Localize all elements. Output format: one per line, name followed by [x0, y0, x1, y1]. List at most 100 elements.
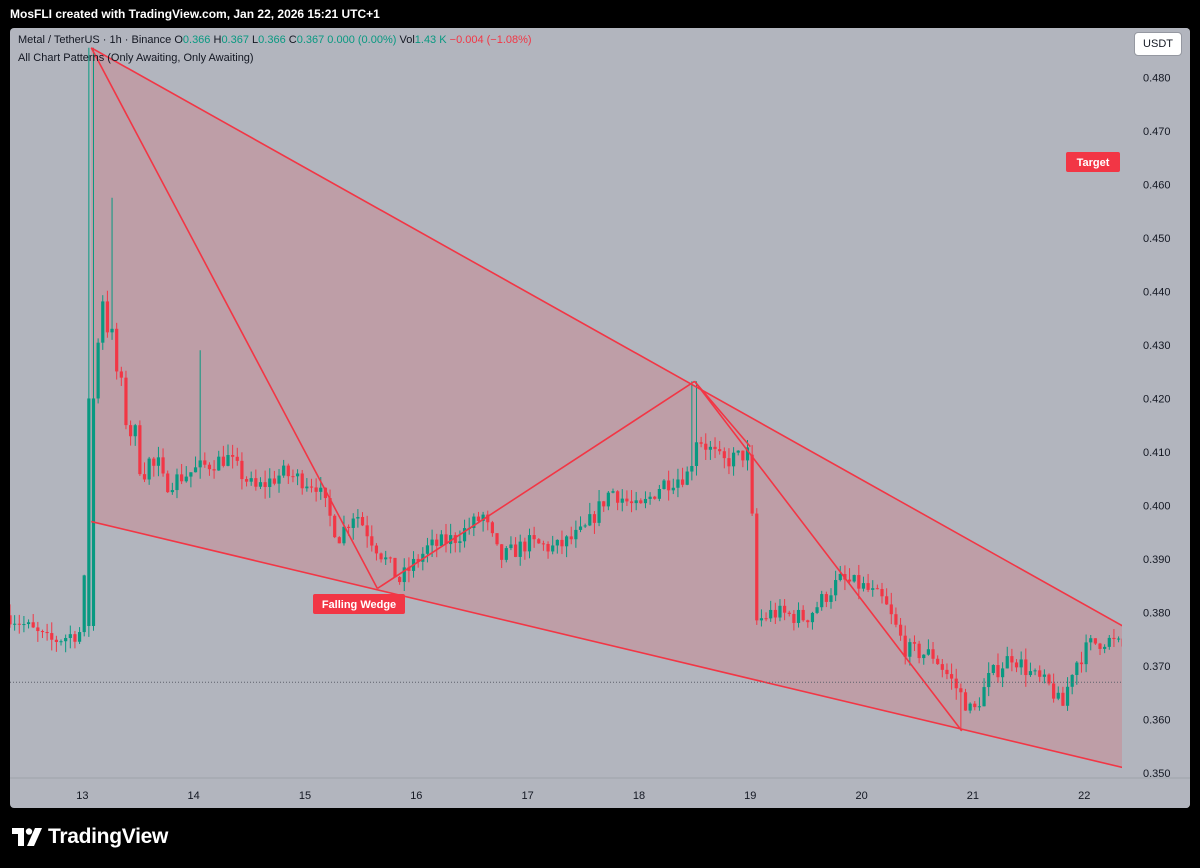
- candle-body: [481, 514, 485, 522]
- candle-body: [309, 486, 314, 488]
- candle-body: [764, 618, 768, 620]
- y-tick-label: 0.400: [1143, 501, 1171, 513]
- candle-body: [166, 473, 170, 493]
- candle-body: [583, 525, 587, 527]
- tradingview-logo[interactable]: TradingView: [12, 825, 168, 849]
- candle-body: [82, 575, 86, 633]
- candle-body: [115, 328, 119, 372]
- candle-body: [295, 473, 300, 477]
- candle-body: [1107, 637, 1111, 647]
- x-tick-label: 15: [299, 790, 311, 802]
- candle-body: [513, 544, 518, 557]
- candle-body: [124, 377, 128, 426]
- candle-body: [337, 537, 341, 544]
- candle-body: [217, 456, 221, 471]
- candle-body: [147, 458, 151, 480]
- candle-body: [277, 475, 281, 484]
- candle-body: [73, 634, 77, 642]
- candle-body: [193, 467, 198, 473]
- candle-body: [653, 496, 657, 499]
- candle-body: [1079, 662, 1084, 665]
- footer: TradingView: [0, 808, 1200, 868]
- candle-body: [857, 575, 861, 589]
- candle-body: [643, 498, 648, 504]
- volume-value: 1.43 K: [414, 34, 447, 46]
- candle-body: [996, 665, 1000, 678]
- candle-body: [555, 539, 559, 546]
- tradingview-logo-text: TradingView: [48, 825, 169, 848]
- candle-body: [133, 425, 137, 437]
- candle-body: [815, 607, 819, 613]
- symbol-label[interactable]: Metal / TetherUS · 1h · Binance: [18, 34, 172, 46]
- indicator-legend[interactable]: All Chart Patterns (Only Awaiting, Only …: [18, 52, 254, 64]
- candle-body: [727, 458, 731, 467]
- candle-body: [398, 577, 402, 583]
- candle-body: [13, 623, 17, 625]
- candle-body: [203, 460, 207, 465]
- y-tick-label: 0.440: [1143, 286, 1171, 298]
- candle-body: [625, 498, 629, 502]
- candle-body: [379, 553, 383, 560]
- candle-body: [486, 514, 490, 523]
- candle-body: [977, 706, 982, 708]
- candle-body: [602, 501, 606, 507]
- y-tick-label: 0.410: [1143, 447, 1171, 459]
- candle-body: [221, 456, 225, 466]
- candle-body: [156, 457, 161, 466]
- candle-body: [128, 425, 133, 437]
- candle-body: [425, 545, 430, 554]
- candle-body: [263, 482, 267, 488]
- wedge-fill: [91, 47, 1154, 775]
- candle-body: [249, 478, 253, 482]
- candle-body: [834, 580, 838, 596]
- pattern-name-label-bg: [313, 594, 405, 614]
- candle-body: [323, 487, 328, 499]
- candle-body: [574, 529, 578, 540]
- candle-body: [509, 544, 513, 549]
- candle-body: [694, 442, 699, 466]
- candle-body: [537, 539, 541, 544]
- candle-body: [611, 491, 615, 493]
- candle-body: [885, 596, 889, 605]
- candle-body: [370, 536, 374, 546]
- candle-body: [282, 465, 286, 476]
- candle-body: [1103, 646, 1107, 649]
- x-tick-label: 19: [744, 790, 756, 802]
- candle-body: [718, 449, 722, 452]
- candle-body: [1061, 692, 1065, 706]
- candle-body: [1047, 674, 1051, 684]
- open-label: O: [174, 34, 183, 46]
- y-tick-label: 0.480: [1143, 72, 1171, 84]
- y-tick-label: 0.470: [1143, 126, 1171, 138]
- candle-body: [750, 454, 754, 514]
- candle-body: [690, 465, 694, 472]
- x-tick-label: 20: [855, 790, 867, 802]
- candle-body: [462, 528, 467, 542]
- y-tick-label: 0.430: [1143, 340, 1171, 352]
- candle-body: [356, 517, 360, 519]
- candle-body: [880, 588, 884, 597]
- currency-button[interactable]: USDT: [1134, 32, 1182, 56]
- low-label: L: [252, 34, 259, 46]
- candle-body: [407, 567, 411, 571]
- candle-body: [1042, 674, 1046, 677]
- candle-body: [606, 492, 610, 507]
- candle-body: [495, 533, 499, 545]
- x-tick-label: 13: [76, 790, 88, 802]
- candle-body: [940, 664, 944, 670]
- candle-body: [569, 536, 573, 540]
- candle-body: [1010, 656, 1014, 663]
- candle-body: [286, 465, 290, 477]
- candle-body: [578, 526, 583, 530]
- wedge-zigzag-line: [376, 380, 696, 590]
- candle-body: [671, 487, 675, 491]
- wedge-lower-line: [91, 520, 1154, 776]
- candle-body: [96, 342, 100, 399]
- candle-body: [922, 654, 926, 659]
- low-value: 0.366: [258, 34, 286, 46]
- candle-body: [917, 643, 921, 659]
- candle-body: [889, 604, 893, 615]
- open-value: 0.366: [182, 34, 211, 46]
